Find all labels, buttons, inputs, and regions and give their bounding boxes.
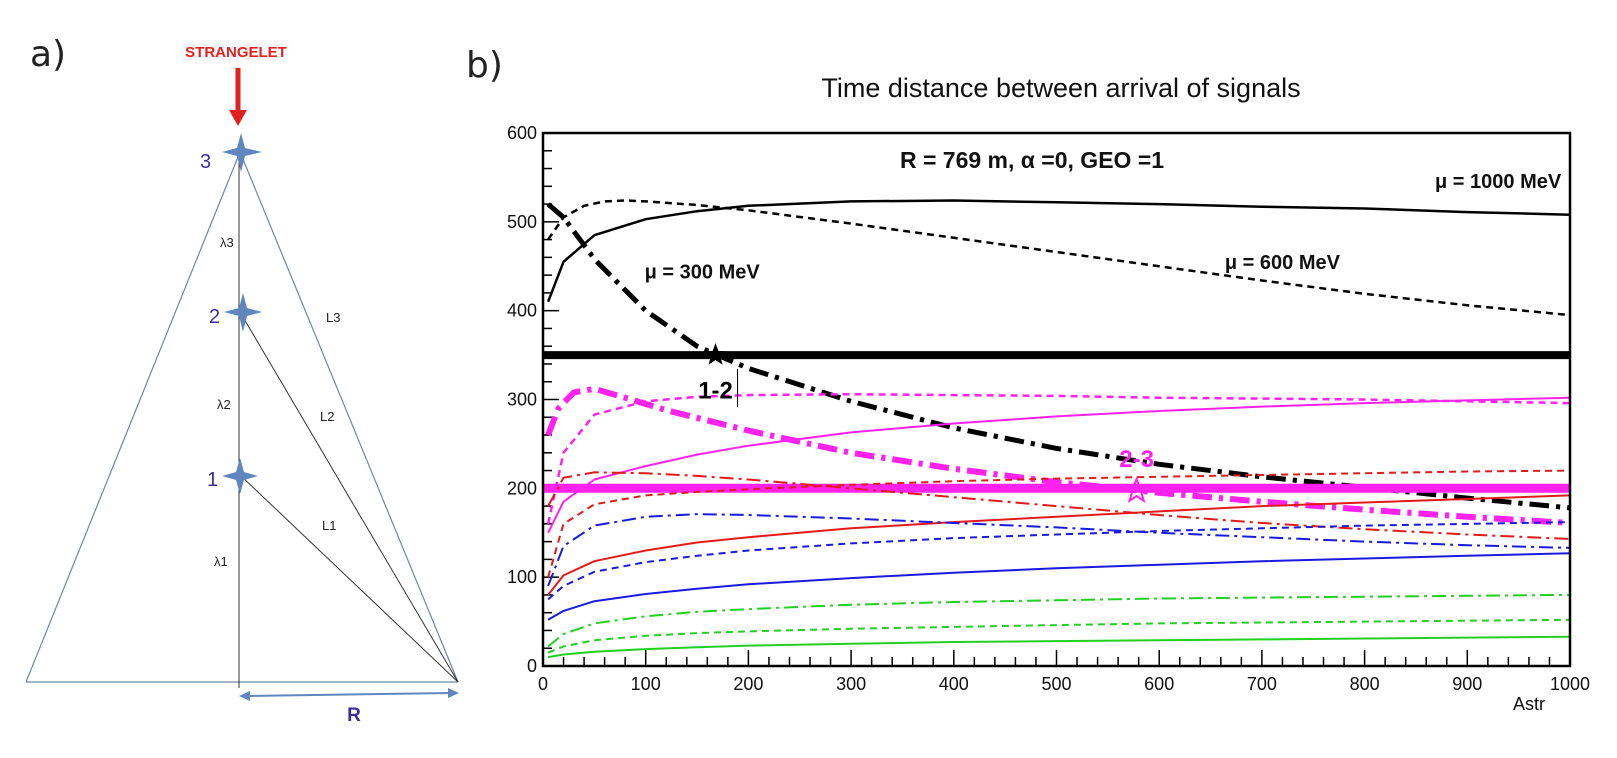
x-tick-label: 900 — [1452, 674, 1482, 694]
curve-label-1: μ = 600 MeV — [1225, 252, 1341, 274]
series-line-12 — [547, 521, 1570, 601]
x-tick-label: 200 — [733, 674, 763, 694]
x-tick-label: 0 — [538, 674, 548, 694]
panel-b-label: b) — [466, 45, 503, 86]
point-3-star-icon — [222, 133, 262, 172]
tick-labels: 0 100 200 300 400 500 600 0 100 200 300 400 500 600 70… — [507, 123, 1590, 694]
x-tick-label: 700 — [1247, 674, 1277, 694]
x-tick-label: 1000 — [1550, 674, 1590, 694]
y-tick-label: 600 — [507, 123, 537, 143]
marker-star-icon-1 — [1122, 476, 1151, 504]
x-tick-label: 500 — [1041, 674, 1071, 694]
chart-title: Time distance between arrival of signals — [821, 73, 1300, 103]
point-1-label: 1 — [207, 469, 218, 491]
y-tick-label: 300 — [507, 390, 537, 410]
curve-label-0: μ = 1000 MeV — [1435, 171, 1562, 193]
panel-a-label: a) — [30, 34, 66, 75]
lambda3-label: λ3 — [220, 235, 234, 250]
series-line-13 — [547, 552, 1570, 621]
x-axis-label: Astr — [1513, 694, 1545, 714]
r-dimension-arrow-icon — [239, 688, 459, 701]
curve-labels: μ = 1000 MeV μ = 600 MeV μ = 300 MeV — [645, 171, 1562, 284]
point-2-label: 2 — [209, 306, 220, 328]
series-line-16 — [547, 635, 1570, 659]
point-3-label: 3 — [200, 151, 211, 173]
y-tick-label: 500 — [507, 212, 537, 232]
series-line-11 — [547, 513, 1570, 587]
lambda2-label: λ2 — [217, 397, 231, 412]
x-tick-label: 100 — [631, 674, 661, 694]
outer-triangle — [25, 150, 459, 683]
series-line-10 — [547, 494, 1570, 596]
l2-line — [239, 311, 459, 683]
point-1-star-icon — [222, 458, 258, 494]
r-label: R — [347, 705, 361, 726]
x-tick-label: 400 — [939, 674, 969, 694]
marker-label-1: 2-3 — [1119, 446, 1154, 473]
series-line-9 — [547, 469, 1570, 578]
strangelet-arrow-icon — [229, 68, 247, 126]
lambda1-label: λ1 — [214, 554, 228, 569]
y-tick-label: 0 — [527, 656, 537, 676]
x-tick-label: 800 — [1350, 674, 1380, 694]
panel-a: a) STRANGELET 3 2 1 λ3 λ2 λ1 L3 L2 L1 — [25, 34, 459, 726]
series-line-5 — [546, 392, 1570, 525]
x-minor-ticks — [542, 650, 1571, 666]
strangelet-label: STRANGELET — [185, 44, 287, 61]
l1-label: L1 — [322, 518, 336, 533]
y-tick-label: 200 — [507, 478, 537, 498]
series-line-6 — [547, 396, 1570, 534]
series-line-0 — [546, 199, 1570, 303]
markers: 1-2 2-3 — [698, 343, 1154, 504]
marker-star-icon-0 — [704, 343, 727, 365]
series-line-14 — [547, 593, 1570, 648]
x-tick-label: 300 — [836, 674, 866, 694]
l3-label: L3 — [326, 310, 340, 325]
curve-label-2: μ = 300 MeV — [645, 262, 761, 284]
l1-line — [239, 474, 459, 683]
series-line-1 — [547, 199, 1570, 317]
chart-annotation: R = 769 m, α =0, GEO =1 — [900, 147, 1164, 173]
y-tick-label: 100 — [507, 567, 537, 587]
series-line-4 — [545, 385, 1570, 526]
y-tick-label: 400 — [507, 301, 537, 321]
x-tick-label: 600 — [1144, 674, 1174, 694]
series-line-8 — [547, 471, 1570, 540]
panel-b: b) Time distance between arrival of sign… — [466, 45, 1590, 714]
plot-frame — [541, 131, 1572, 668]
l2-label: L2 — [320, 409, 334, 424]
point-2-star-icon — [224, 293, 262, 332]
marker-label-0: 1-2 — [698, 378, 733, 405]
